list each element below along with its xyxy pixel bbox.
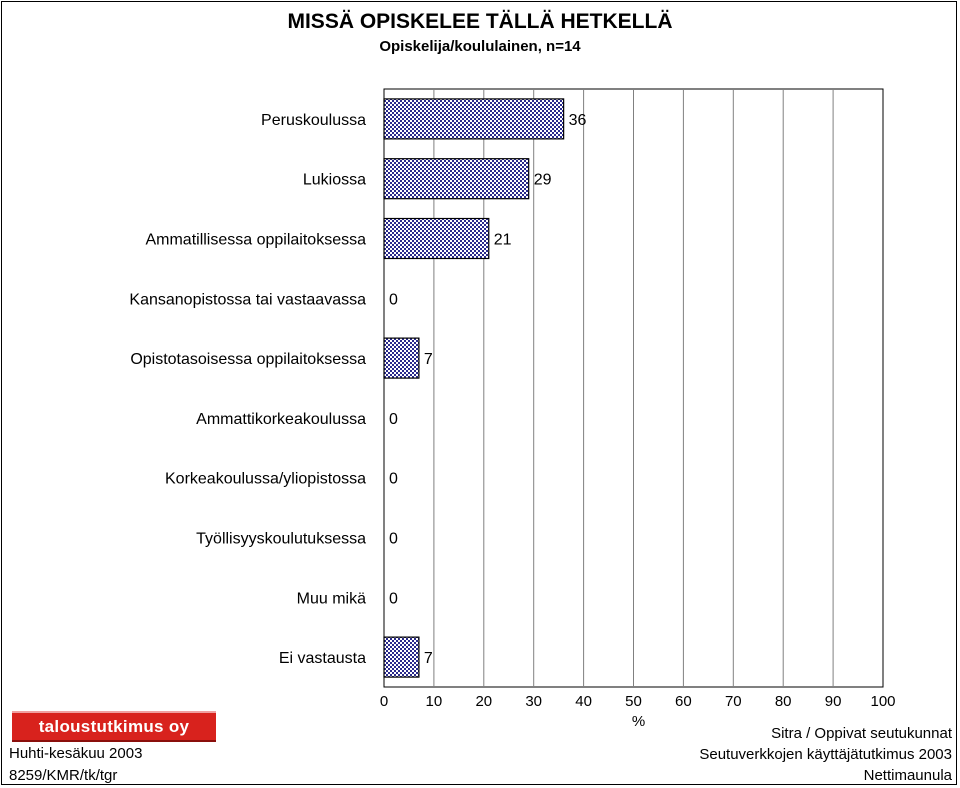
footer-code: 8259/KMR/tk/tgr [9,767,118,784]
x-tick-label: 50 [625,693,642,710]
x-tick-label: 40 [575,693,592,710]
x-tick-label: 60 [675,693,692,710]
x-axis-label: % [632,713,645,730]
category-label: Opistotasoisessa oppilaitoksessa [130,351,366,368]
data-label: 0 [389,531,398,548]
category-label: Korkeakoulussa/yliopistossa [165,471,366,488]
taloustutkimus-logo: taloustutkimus oy [12,711,216,742]
x-tick-label: 30 [525,693,542,710]
data-label: 21 [494,232,512,249]
category-label: Ammatillisessa oppilaitoksessa [145,232,366,249]
data-label: 0 [389,411,398,428]
x-tick-label: 80 [775,693,792,710]
category-label: Ei vastausta [279,650,366,667]
data-label: 7 [424,650,433,667]
x-tick-label: 0 [380,693,388,710]
category-label: Kansanopistossa tai vastaavassa [129,291,366,308]
footer-area: Nettimaunula [863,767,952,784]
category-label: Ammattikorkeakoulussa [196,411,366,428]
x-tick-label: 70 [725,693,742,710]
footer-study: Seutuverkkojen käyttäjätutkimus 2003 [699,746,952,763]
bar [383,636,420,678]
x-tick-label: 10 [426,693,443,710]
category-label: Peruskoulussa [261,112,366,129]
category-label: Työllisyyskoulutuksessa [196,531,366,548]
x-tick-label: 20 [475,693,492,710]
bar [383,337,420,379]
data-label: 7 [424,351,433,368]
category-label: Muu mikä [297,590,366,607]
bar [383,217,490,260]
data-label: 29 [534,172,552,189]
data-label: 0 [389,590,398,607]
data-label: 0 [389,471,398,488]
x-tick-label: 100 [870,693,895,710]
data-label: 36 [569,112,587,129]
bar [383,158,530,200]
x-tick-label: 90 [825,693,842,710]
chart-title: MISSÄ OPISKELEE TÄLLÄ HETKELLÄ [287,10,673,33]
category-label: Lukiossa [303,172,366,189]
chart-subtitle: Opiskelija/koululainen, n=14 [379,38,581,55]
bar [383,98,565,140]
data-label: 0 [389,291,398,308]
footer-date: Huhti-kesäkuu 2003 [9,745,143,762]
footer-client: Sitra / Oppivat seutukunnat [771,725,952,742]
